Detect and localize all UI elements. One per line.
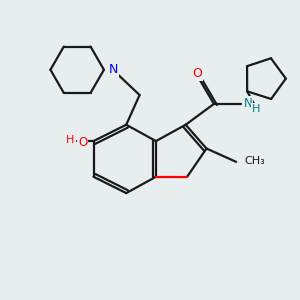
Text: N: N: [244, 98, 252, 110]
Text: H: H: [252, 104, 260, 114]
Text: H: H: [66, 135, 74, 145]
Text: O: O: [193, 67, 202, 80]
Text: N: N: [109, 63, 118, 76]
Text: O: O: [78, 136, 87, 149]
Text: CH₃: CH₃: [244, 156, 265, 166]
